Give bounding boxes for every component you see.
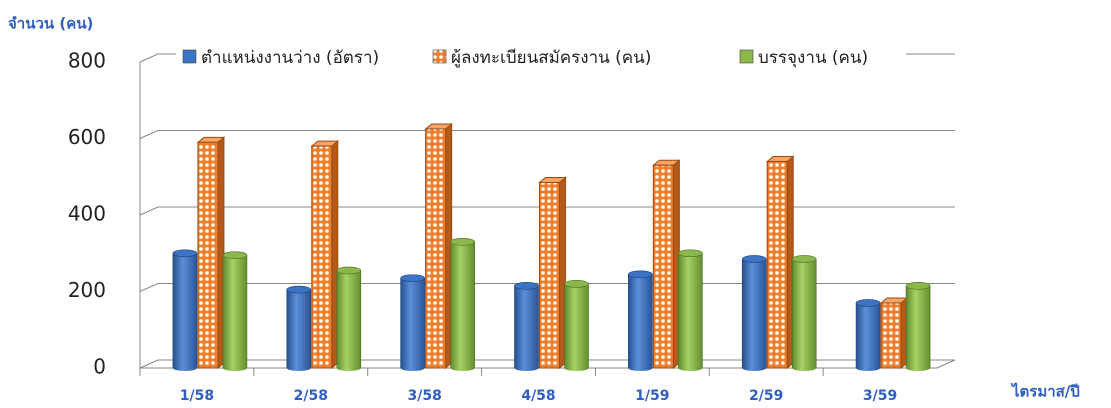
x-tick-label: 2/59 [749,388,783,404]
bar [222,251,248,371]
bar-body [741,258,767,369]
bar-body [286,289,312,369]
x-tick-label: 3/58 [407,388,441,404]
bar [400,274,425,371]
bar [196,136,226,370]
x-tick-label: 1/59 [635,388,669,404]
bar-front [311,145,333,369]
bar-top [222,251,248,259]
bar [286,285,312,371]
bar-top [628,270,653,279]
legend-swatch [432,49,447,64]
y-tick-label: 600 [68,125,106,149]
bar-body [514,285,539,369]
bar-top [791,255,817,263]
bar-top [450,237,475,246]
bar-body [628,273,653,369]
bar [450,237,475,371]
bar [538,176,567,370]
bar [741,255,767,371]
bar-bottom [172,365,197,371]
legend-label: ผู้ลงทะเบียนสมัครงาน (คน) [451,48,651,68]
bar-top [564,280,589,288]
bar-body [855,302,881,369]
grid-line [139,206,955,216]
x-axis-title: ไตรมาส/ปี [1010,382,1080,401]
bar-front [766,160,788,369]
bar-top [678,249,703,258]
bar [336,266,362,371]
bar-bottom [628,365,653,371]
bar-bottom [450,365,475,371]
x-tick-label: 4/58 [521,388,555,404]
bar-top [400,274,425,282]
bar-top [905,281,931,290]
bar-bottom [514,365,539,371]
bar-top [855,299,881,307]
y-tick-label: 200 [68,278,106,302]
y-tick-label: 0 [93,355,106,379]
bar-front [425,128,447,369]
bar-body [400,277,425,369]
bar-bottom [222,365,247,371]
bar-body [172,252,198,369]
bar [564,280,589,371]
bar-bottom [792,365,817,371]
grid-line [139,130,955,139]
bar-body [336,270,362,369]
bar [765,155,795,370]
legend-bg [176,44,906,72]
bar-bottom [564,365,589,371]
y-tick-label: 400 [68,202,106,226]
legend-label: บรรจุงาน (คน) [758,48,868,68]
bar [651,159,681,370]
bar-body [450,241,475,369]
bar-front [880,302,902,369]
x-tick-label: 3/59 [863,388,897,404]
bar [628,270,653,371]
bar [905,281,931,371]
bar [424,122,454,370]
bar-top [514,281,539,290]
x-tick-label: 2/58 [294,388,328,404]
bar-bottom [906,365,931,371]
bar-top [286,285,312,294]
bar [678,249,703,371]
bar [879,296,909,370]
bar-bottom [400,365,425,371]
x-tick-label: 1/58 [180,388,214,404]
legend-swatch [182,49,197,64]
bar-top [741,255,767,263]
bar-front [539,181,560,369]
bar-top [336,266,362,275]
bar [310,140,340,370]
bar [791,255,817,371]
bar-bottom [336,365,361,371]
bar-bottom [856,365,881,371]
bar-bottom [286,365,311,371]
bar-front [652,164,674,369]
bar-body [678,252,703,369]
bar-front [197,141,219,369]
legend-label: ตำแหน่งงานว่าง (อัตรา) [201,48,379,68]
bar-bottom [742,365,767,371]
bar-body [905,285,931,369]
y-axis-title: จำนวน (คน) [8,15,93,33]
bar [855,299,881,371]
bar-body [564,283,589,369]
bar-body [791,258,817,369]
bar-top [172,249,198,258]
legend-swatch [739,49,754,64]
bar-bottom [678,365,703,371]
y-tick-label: 800 [68,49,106,73]
bar [172,249,198,371]
bar [514,281,539,371]
bar-body [222,254,248,369]
